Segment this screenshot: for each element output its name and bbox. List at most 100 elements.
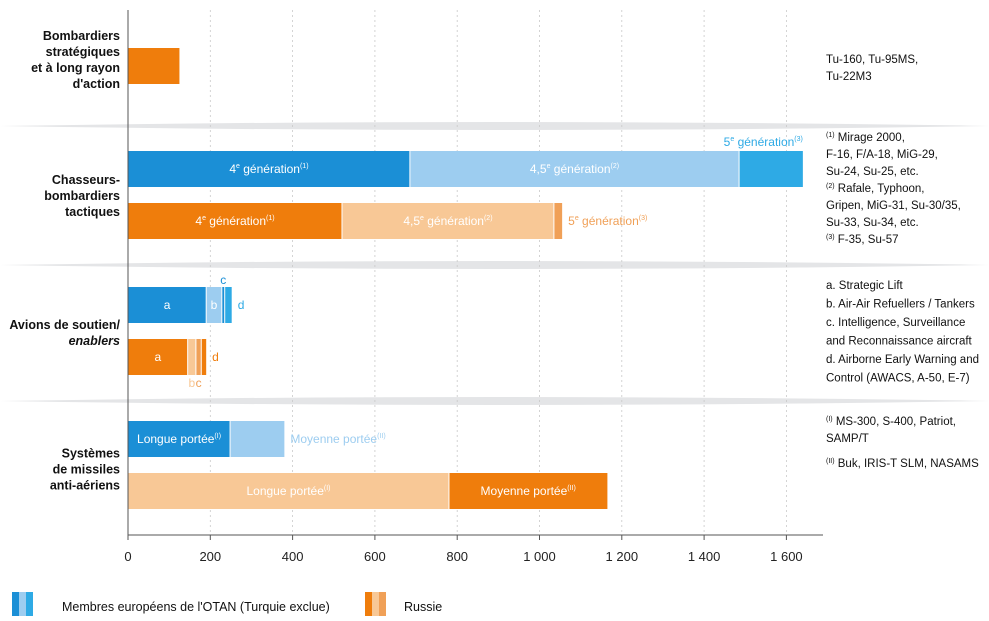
legend-swatch — [12, 592, 19, 616]
note-text: and Reconnaissance aircraft — [826, 336, 973, 348]
bar-segment — [128, 473, 449, 509]
note-sup: (2) — [826, 183, 835, 190]
bar-segment — [195, 339, 202, 375]
note-line: (I) MS-300, S-400, Patriot, — [826, 416, 956, 428]
x-tick-label: 1 600 — [770, 549, 803, 564]
note-line: Tu-22M3 — [826, 71, 872, 83]
category-label-line: anti-aériens — [50, 479, 120, 493]
label-sup: e — [547, 163, 551, 170]
category-label-line: Systèmes — [62, 447, 120, 461]
note-sup: (II) — [826, 458, 835, 465]
bar-segment — [128, 151, 410, 187]
label-main: 4,5 — [530, 162, 547, 176]
category-labels: Bombardiers stratégiques et à long rayon d'… — [9, 29, 120, 493]
category-label-line: et à long rayon — [31, 61, 120, 75]
x-tick-label: 0 — [124, 549, 131, 564]
note-text: d. Airborne Early Warning and — [826, 354, 979, 366]
label-sup: e — [730, 136, 734, 143]
label-main: Longue portée — [137, 432, 215, 446]
x-axis: 0 200 400 600 800 1 000 1 200 1 400 1 600 — [124, 10, 823, 564]
x-tick-label: 1 400 — [688, 549, 721, 564]
label-main: c — [220, 273, 226, 287]
note-line: (1) Mirage 2000, — [826, 132, 905, 144]
label-note: (II) — [567, 485, 576, 492]
note-line: c. Intelligence, Surveillance — [826, 317, 965, 329]
note-line: Su-33, Su-34, etc. — [826, 217, 919, 229]
label-main: 4 — [195, 214, 202, 228]
category-label-line: Chasseurs- — [52, 173, 120, 187]
label-sup: e — [575, 215, 579, 222]
bar-segment — [341, 203, 554, 239]
note-line: b. Air-Air Refuellers / Tankers — [826, 299, 975, 311]
label-main: d — [238, 298, 245, 312]
label-note: (I) — [324, 485, 331, 492]
note-text: Buk, IRIS-T SLM, NASAMS — [838, 458, 979, 470]
label-note: (2) — [611, 163, 620, 170]
bar-segment — [128, 421, 231, 457]
category-label-line: stratégiques — [46, 45, 120, 59]
label-main: 4 — [229, 162, 236, 176]
note-text: SAMP/T — [826, 433, 869, 445]
note-line: F-16, F/A-18, MiG-29, — [826, 149, 938, 161]
label-note: (1) — [300, 163, 309, 170]
bar-segment-label: 5e génération(3) — [568, 214, 647, 228]
label-sup: e — [202, 215, 206, 222]
bar-segment — [409, 151, 740, 187]
bar-segment-label: 4,5e génération(2) — [403, 214, 492, 228]
note-line: d. Airborne Early Warning and — [826, 354, 979, 366]
label-sup: e — [420, 215, 424, 222]
bar-segment-label: a — [154, 350, 161, 364]
label-main: a — [164, 298, 171, 312]
bar-segment — [224, 287, 232, 323]
notes-column: Tu-160, Tu-95MS, Tu-22M3 (1) Mirage 2000, F… — [826, 54, 979, 470]
bar-segment-label: 4e génération(1) — [229, 162, 308, 176]
bar-segment-label: c — [220, 273, 226, 287]
category-label-line: Avions de soutien/ — [9, 318, 120, 332]
category-label-line: enablers — [69, 334, 120, 348]
label-note: (3) — [639, 215, 648, 222]
label-rest: génération — [206, 214, 266, 228]
label-rest: génération — [734, 135, 794, 149]
note-text: F-16, F/A-18, MiG-29, — [826, 149, 938, 161]
label-main: 4,5 — [403, 214, 420, 228]
legend-swatch — [365, 592, 372, 616]
category-label-line: d'action — [73, 77, 120, 91]
label-main: d — [212, 350, 219, 364]
label-note: (1) — [266, 215, 275, 222]
bar-segment — [221, 287, 225, 323]
note-line: Gripen, MiG-31, Su-30/35, — [826, 200, 961, 212]
category-label-line: Bombardiers — [43, 29, 120, 43]
legend: Membres européens de l'OTAN (Turquie exc… — [12, 592, 442, 616]
note-text: a. Strategic Lift — [826, 280, 904, 292]
note-text: Su-24, Su-25, etc. — [826, 166, 919, 178]
note-text: F-35, Su-57 — [838, 234, 899, 246]
bar-segment — [187, 339, 196, 375]
label-rest: génération — [579, 214, 639, 228]
note-text: MS-300, S-400, Patriot, — [836, 416, 956, 428]
bar-segment — [128, 48, 180, 84]
bar-segment — [553, 203, 563, 239]
bar-segment — [201, 339, 207, 375]
label-main: c — [196, 376, 202, 390]
note-text: Mirage 2000, — [838, 132, 905, 144]
bar-segment — [128, 203, 342, 239]
bar-segment-label: Longue portée(I) — [137, 432, 221, 446]
note-line: and Reconnaissance aircraft — [826, 336, 973, 348]
label-rest: génération — [424, 214, 484, 228]
note-text: Control (AWACS, A-50, E-7) — [826, 373, 970, 385]
bar-segment-label: d — [238, 298, 245, 312]
legend-label: Membres européens de l'OTAN (Turquie exc… — [62, 600, 330, 614]
bar-segment-label: 4e génération(1) — [195, 214, 274, 228]
label-main: b — [211, 298, 218, 312]
bar-segment — [230, 421, 285, 457]
label-note: (2) — [484, 215, 493, 222]
legend-label: Russie — [404, 600, 442, 614]
label-note: (I) — [214, 433, 221, 440]
x-tick-label: 800 — [446, 549, 468, 564]
bar-segment-label: b — [211, 298, 218, 312]
bar-segment-label: b — [188, 376, 195, 390]
note-text: Tu-22M3 — [826, 71, 872, 83]
bar-segment-label: Moyenne portée(II) — [290, 432, 385, 446]
legend-swatch — [372, 592, 379, 616]
